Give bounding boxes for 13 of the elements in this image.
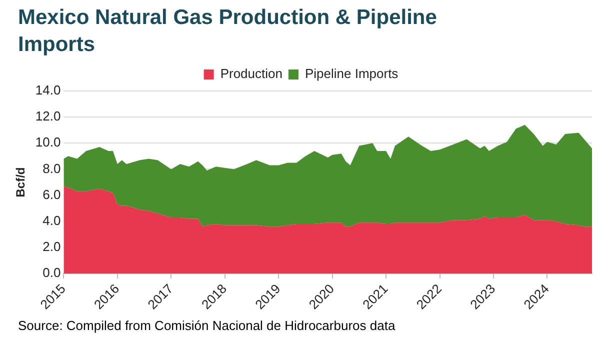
y-tick-label: 0.0 xyxy=(42,265,61,280)
y-tick-label: 6.0 xyxy=(42,186,61,202)
y-tick-label: 8.0 xyxy=(42,160,61,176)
legend-label: Production xyxy=(220,66,282,82)
source-note: Source: Compiled from Comisión Nacional de Hidrocarburos data xyxy=(18,318,396,334)
legend-label: Pipeline Imports xyxy=(304,66,399,82)
y-tick-label: 4.0 xyxy=(42,212,61,228)
y-tick-label: 2.0 xyxy=(42,239,61,254)
y-tick-label: 10.0 xyxy=(35,134,61,150)
y-tick-label: 14.0 xyxy=(35,82,61,98)
chart-title: Mexico Natural Gas Production & Pipeline Imports xyxy=(18,5,438,58)
y-tick-label: 12.0 xyxy=(35,108,61,124)
y-axis-title: Bcf/d xyxy=(14,167,28,198)
